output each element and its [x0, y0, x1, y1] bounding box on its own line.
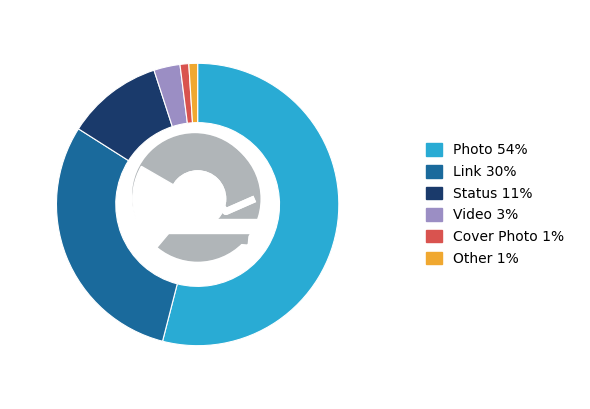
- Circle shape: [133, 134, 257, 258]
- Wedge shape: [154, 65, 188, 127]
- Circle shape: [136, 137, 260, 261]
- Wedge shape: [180, 64, 192, 123]
- Wedge shape: [162, 63, 339, 346]
- Bar: [127, 219, 268, 233]
- Circle shape: [170, 171, 225, 227]
- Bar: [219, 227, 248, 244]
- Circle shape: [170, 171, 225, 227]
- Wedge shape: [57, 129, 177, 341]
- Wedge shape: [78, 70, 172, 161]
- Wedge shape: [133, 166, 198, 249]
- Legend: Photo 54%, Link 30%, Status 11%, Video 3%, Cover Photo 1%, Other 1%: Photo 54%, Link 30%, Status 11%, Video 3…: [420, 138, 570, 271]
- Circle shape: [119, 126, 277, 283]
- Wedge shape: [189, 63, 198, 123]
